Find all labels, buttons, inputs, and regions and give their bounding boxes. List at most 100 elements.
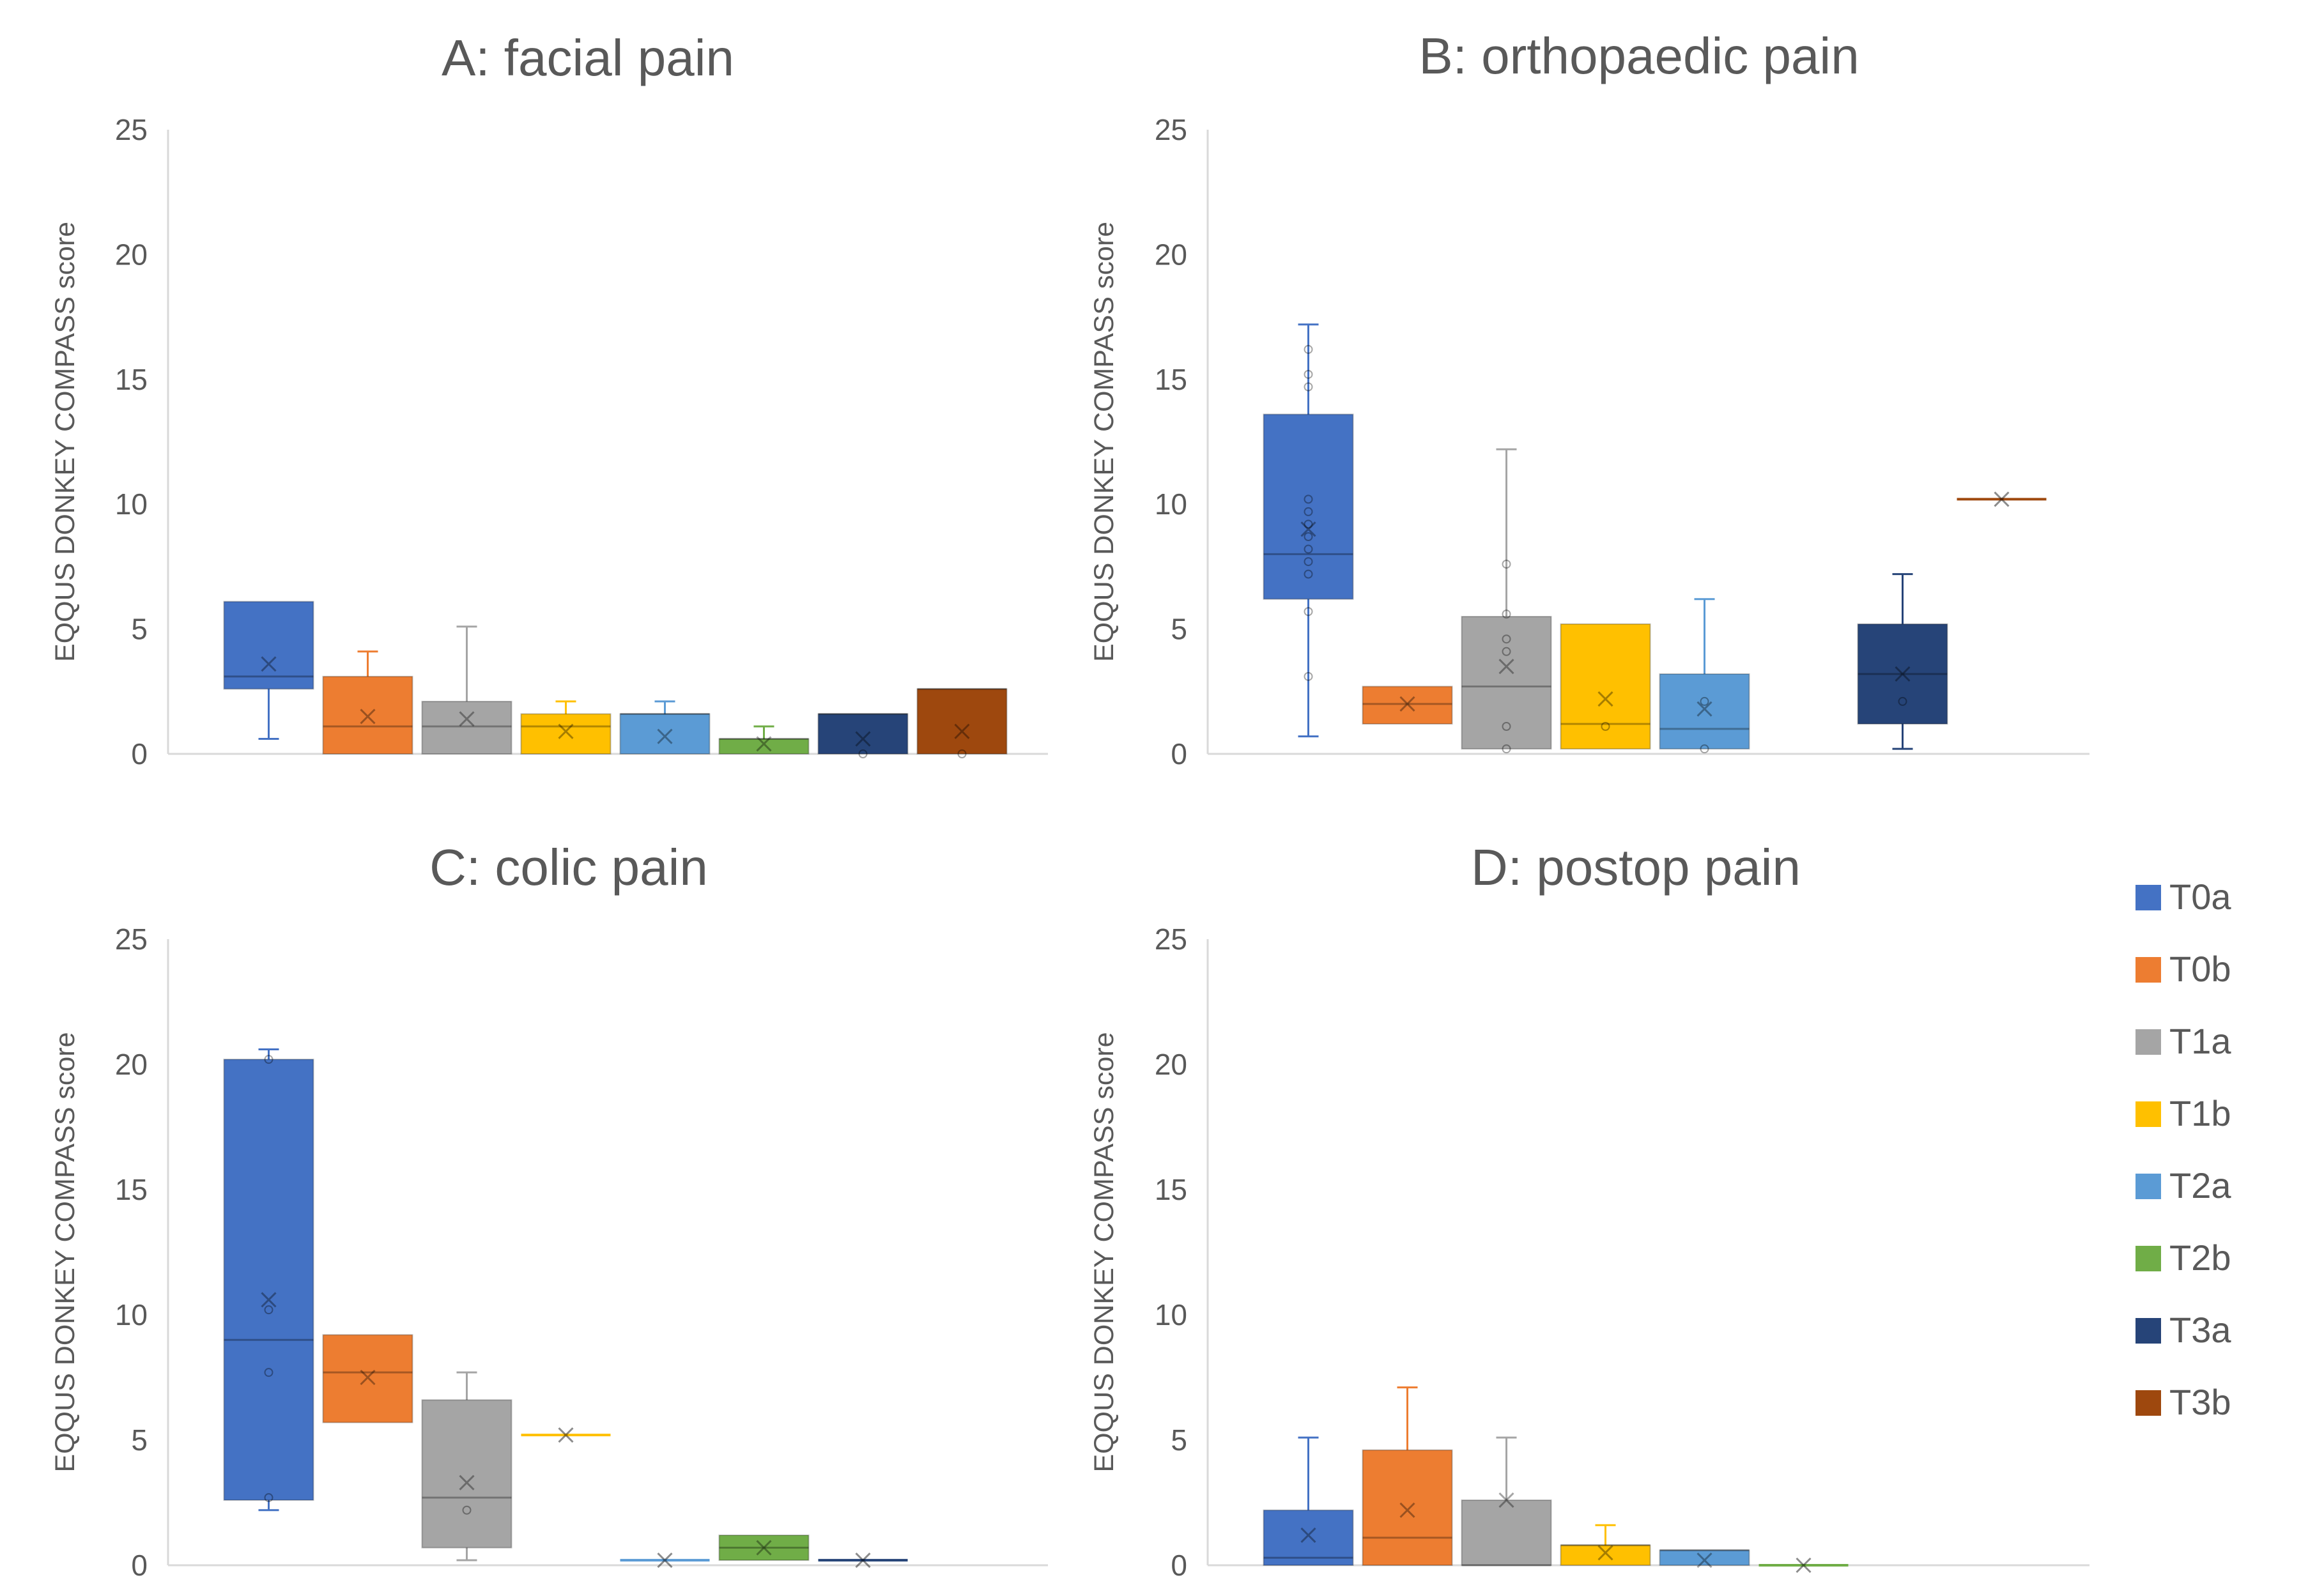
data-point [1304,569,1313,579]
data-point [462,1505,472,1515]
y-axis-label: EQQUS DONKEY COMPASS score [50,222,81,662]
box-iqr [1461,1499,1552,1567]
data-point [1304,382,1313,392]
box-iqr [619,713,711,755]
y-tick-label: 0 [1171,737,1187,770]
legend-swatch [2135,1246,2161,1271]
box-t3a [817,712,909,758]
y-tick-label: 25 [1155,923,1187,956]
y-tick-label: 5 [1171,1423,1187,1457]
mean-marker [1399,1502,1415,1518]
box-iqr [520,713,612,755]
y-tick-label: 15 [115,1173,148,1206]
mean-marker [855,1552,871,1568]
mean-marker [1697,1552,1712,1568]
mean-marker [657,1552,673,1568]
mean-marker [756,1540,772,1556]
data-point [1304,557,1313,567]
box-iqr [1659,673,1750,750]
y-axis-label: EQQUS DONKEY COMPASS score [50,1032,81,1473]
data-point [264,1493,273,1503]
legend-item-t1b: T1b [2135,1093,2231,1133]
mean-marker [360,1369,376,1386]
legend-label: T3b [2169,1382,2231,1422]
y-tick-label: 0 [131,1549,148,1582]
box-iqr [223,601,314,690]
chart-title: B: orthopaedic pain [1419,27,1859,84]
box-t0a [1263,1436,1354,1567]
legend-item-t3a: T3a [2135,1310,2231,1350]
legend-swatch [2135,885,2161,910]
mean-marker [657,728,673,744]
mean-marker [1796,1557,1812,1574]
y-tick-label: 25 [115,113,148,146]
data-point [957,749,967,758]
box-t0a [223,601,314,740]
data-point [858,749,868,758]
mean-marker [1498,659,1514,675]
y-tick-label: 25 [115,923,148,956]
box-t3a [818,1552,908,1568]
data-point [264,1368,273,1377]
data-point [1304,671,1313,681]
chart-panel-2: C: colic pain 0 5 10 15 20 25 EQQUS DONKEY COMP… [50,839,1048,1582]
y-tick-label: 20 [115,238,148,271]
y-axis-label: EQQUS DONKEY COMPASS score [1089,1032,1120,1473]
box-t1b [520,700,612,755]
chart-panel-3: D: postop pain 0 5 10 15 20 25 EQQUS DONKEY COM… [1089,839,2089,1582]
mean-marker [1300,521,1316,537]
box-t3b [916,687,1008,758]
data-point [1304,519,1313,529]
box-iqr [1560,623,1651,750]
legend-item-t2b: T2b [2135,1238,2231,1278]
legend-swatch [2135,1174,2161,1199]
data-point [1304,532,1313,542]
mean-marker [1597,1545,1613,1561]
chart-title: D: postop pain [1471,839,1801,896]
box-iqr [1263,413,1354,600]
legend-item-t1a: T1a [2135,1021,2231,1061]
legend-label: T2b [2169,1238,2231,1278]
box-iqr [1263,1509,1354,1567]
y-tick-label: 10 [115,487,148,521]
data-point [1304,544,1313,554]
box-iqr [1461,616,1552,750]
chart-panel-0: A: facial pain 0 5 10 15 20 25 EQQUS DONKEY COM… [50,29,1048,770]
y-tick-label: 10 [115,1298,148,1331]
box-t2a [620,1552,710,1568]
mean-marker [261,1292,277,1308]
box-iqr [718,738,810,755]
box-t2b [718,1534,810,1561]
mean-marker [855,731,871,747]
data-point [1601,722,1610,732]
box-t1a [421,1371,512,1561]
box-iqr [817,713,909,755]
y-tick-label: 0 [1171,1549,1187,1582]
legend-swatch [2135,1029,2161,1055]
box-t3b [1957,491,2047,507]
y-tick-label: 15 [115,363,148,396]
box-iqr [421,1399,512,1549]
mean-marker [954,723,970,739]
legend-item-t0b: T0b [2135,949,2231,989]
box-t0b [1362,1386,1453,1566]
mean-marker [1399,696,1415,712]
data-point [264,1055,273,1064]
legend-label: T0b [2169,949,2231,989]
mean-marker [459,711,475,727]
box-iqr [322,1334,413,1423]
legend-label: T3a [2169,1310,2231,1350]
box-t1b [1560,623,1651,750]
box-t0b [1362,686,1453,725]
chart-panel-1: B: orthopaedic pain 0 5 10 15 20 25 EQQUS DONKE… [1089,27,2089,770]
box-iqr [718,1534,810,1561]
data-point [1502,647,1511,656]
box-t2a [619,700,711,755]
data-point [1502,744,1511,754]
mean-marker [261,656,277,672]
legend-item-t0a: T0a [2135,877,2231,917]
legend-label: T2a [2169,1165,2231,1206]
box-iqr [1560,1544,1651,1566]
y-tick-label: 5 [131,613,148,646]
mean-marker [1498,1492,1514,1508]
